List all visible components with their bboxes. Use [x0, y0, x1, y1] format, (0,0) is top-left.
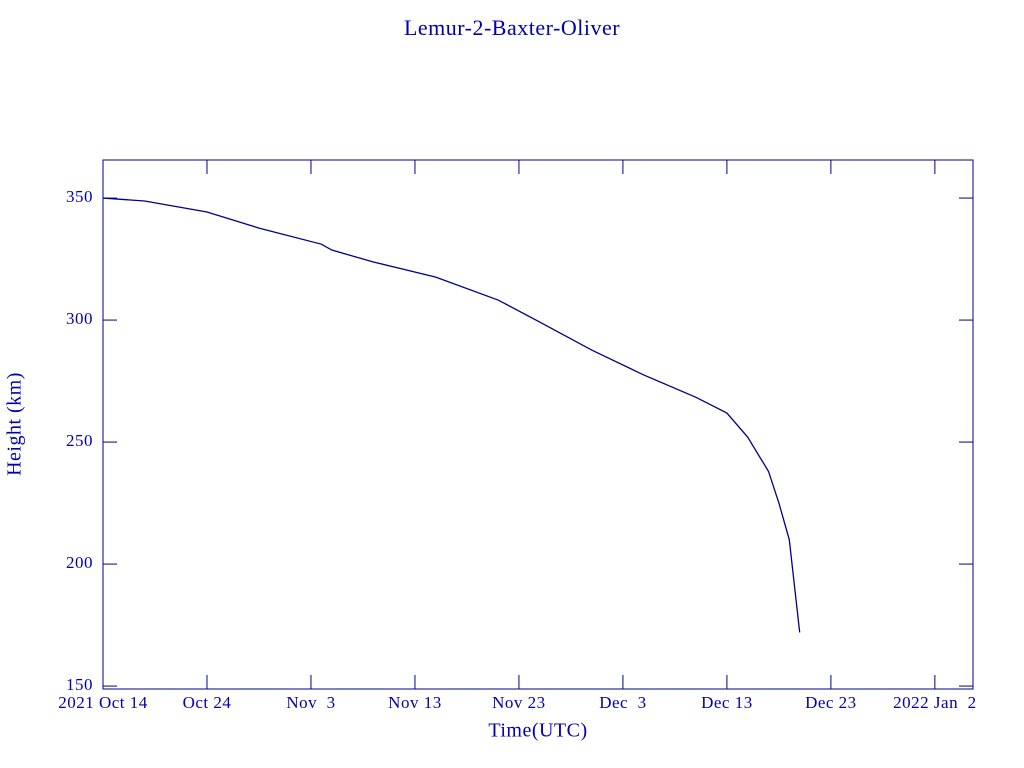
x-tick-label: Nov 13: [388, 693, 442, 712]
x-tick-label: Dec 23: [805, 693, 857, 712]
data-line: [102, 197, 801, 633]
y-tick-label: 300: [66, 309, 93, 328]
x-tick-label: Nov 23: [492, 693, 546, 712]
x-tick-label: Dec 3: [599, 693, 646, 712]
y-tick-label: 250: [66, 431, 93, 450]
y-axis-label: Height (km): [4, 372, 26, 476]
x-axis-label: Time(UTC): [488, 720, 587, 742]
chart-title: Lemur-2-Baxter-Oliver: [404, 15, 620, 40]
x-tick-label: Dec 13: [701, 693, 753, 712]
y-tick-label: 200: [66, 553, 93, 572]
y-tick-label: 350: [66, 187, 93, 206]
y-tick-label: 150: [66, 675, 93, 694]
x-tick-label: 2022 Jan 2: [893, 693, 976, 712]
plot-frame: [102, 159, 974, 690]
x-tick-label: Oct 24: [183, 693, 232, 712]
x-tick-label: 2021 Oct 14: [58, 693, 148, 712]
x-tick-label: Nov 3: [286, 693, 335, 712]
